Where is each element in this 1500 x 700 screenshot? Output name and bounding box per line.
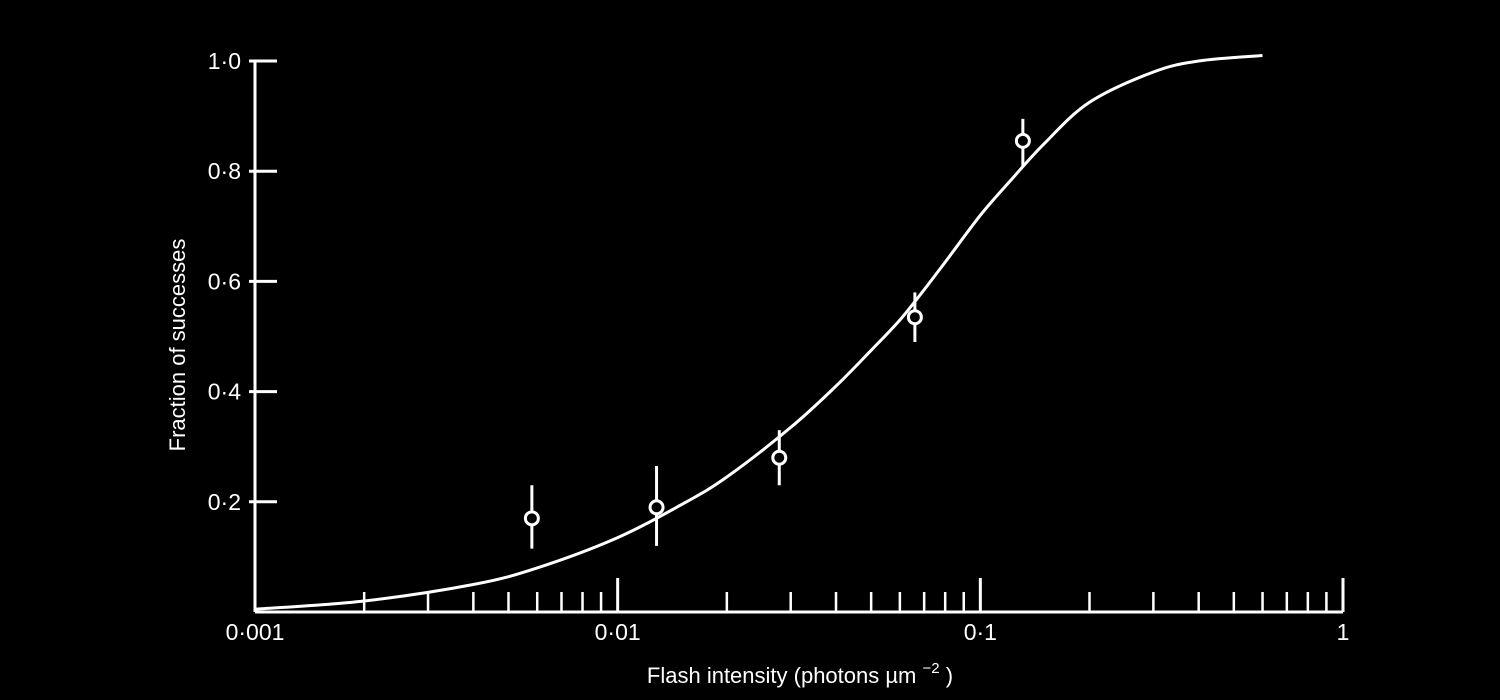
data-point-group xyxy=(1014,118,1031,166)
y-tick-label: 0·8 xyxy=(208,158,241,184)
x-axis-label-exponent: −2 xyxy=(923,660,940,677)
data-point-group xyxy=(906,292,923,343)
x-tick-label: 0·001 xyxy=(226,619,285,645)
tick-marks xyxy=(249,59,1345,612)
y-tick-label: 1·0 xyxy=(208,48,241,74)
x-tick-label: 1 xyxy=(1337,619,1350,645)
data-point xyxy=(771,449,788,466)
x-axis-label-text: Flash intensity (photons xyxy=(647,663,879,688)
data-point-group xyxy=(648,465,665,546)
data-point-group xyxy=(523,485,540,549)
y-axis-label: Fraction of successes xyxy=(165,239,190,452)
x-axis-label: Flash intensity (photons µm −2 ) xyxy=(647,653,953,688)
axes xyxy=(253,61,1343,614)
tick-labels: 0·2 0·4 0·6 0·8 1·0 0·001 0·01 0·1 1 xyxy=(208,48,1350,645)
y-tick-label: 0·6 xyxy=(208,268,241,294)
data-point xyxy=(523,510,540,527)
data-point xyxy=(906,309,923,326)
fit-curve xyxy=(254,54,1263,611)
x-tick-label: 0·1 xyxy=(964,619,997,645)
data-point-group xyxy=(771,430,788,486)
x-axis-label-close: ) xyxy=(946,663,953,688)
y-tick-label: 0·4 xyxy=(208,379,241,405)
data-point xyxy=(648,499,665,516)
data-point xyxy=(1014,132,1031,149)
x-tick-label: 0·01 xyxy=(595,619,641,645)
data-points xyxy=(523,118,1031,549)
x-axis-label-unit: µm xyxy=(885,663,916,688)
y-tick-label: 0·2 xyxy=(208,489,241,515)
